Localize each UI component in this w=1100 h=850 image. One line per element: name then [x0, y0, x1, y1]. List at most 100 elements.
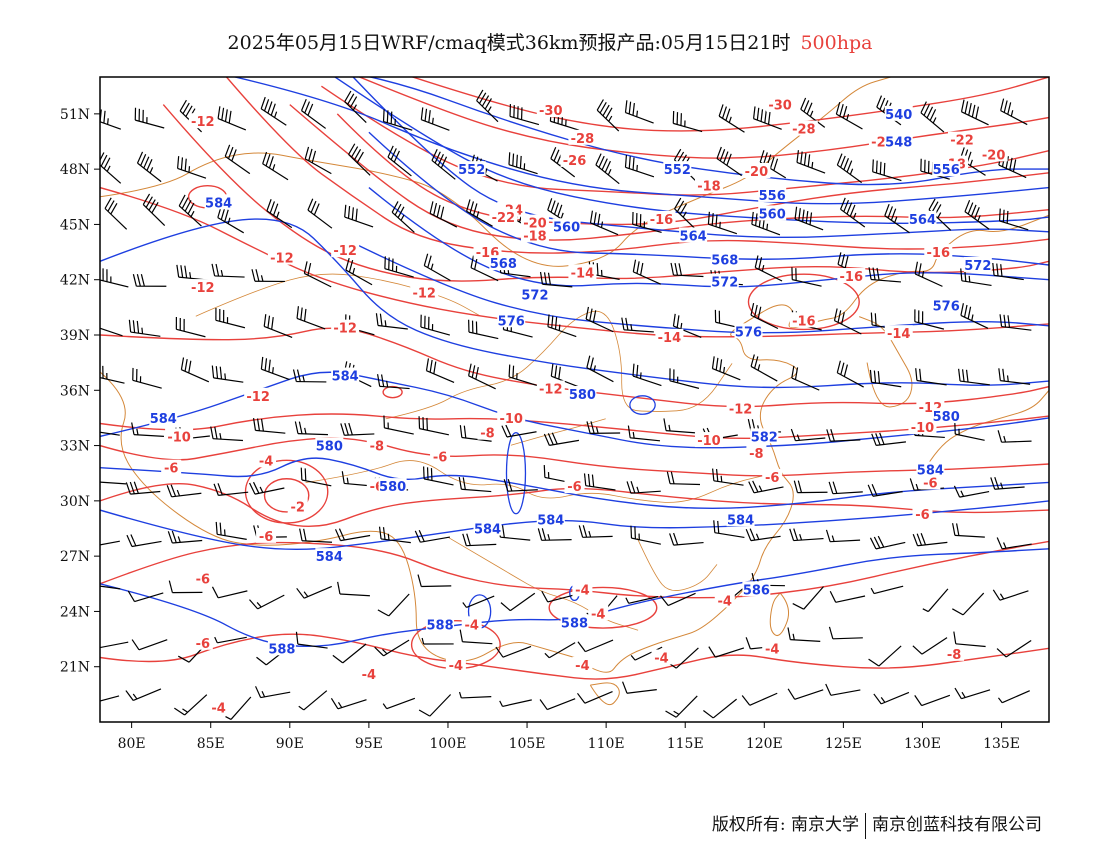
- wind-barb: [383, 415, 414, 435]
- wind-barb: [672, 110, 703, 133]
- wind-barb: [260, 96, 287, 126]
- wind-barb: [952, 592, 985, 616]
- wind-barb: [914, 261, 943, 287]
- svg-text:-18: -18: [523, 229, 547, 244]
- wind-barb: [468, 319, 499, 340]
- height-contour-line: [100, 457, 1049, 510]
- wind-barb: [100, 109, 122, 130]
- svg-text:-6: -6: [765, 471, 779, 486]
- copyright-left: 版权所有: 南京大学: [711, 815, 859, 835]
- wind-barb: [296, 306, 326, 330]
- temperature-contour-line: [100, 540, 1049, 599]
- wind-barb: [495, 645, 532, 658]
- svg-text:584: 584: [150, 412, 177, 427]
- svg-text:588: 588: [561, 616, 588, 631]
- temperature-label: -20: [742, 162, 771, 180]
- temperature-label: -16: [837, 268, 866, 285]
- svg-text:556: 556: [933, 163, 960, 178]
- wind-barb: [626, 480, 661, 494]
- wind-barb: [622, 681, 657, 694]
- wind-barb: [583, 473, 616, 491]
- svg-text:-14: -14: [887, 327, 911, 342]
- height-label: 560: [552, 218, 581, 235]
- wind-barb: [132, 274, 167, 287]
- wind-barb: [912, 637, 948, 655]
- svg-text:-4: -4: [464, 618, 478, 633]
- height-contour-line: [232, 77, 1049, 205]
- temperature-label: -20: [979, 146, 1008, 163]
- temperature-label: -4: [572, 656, 593, 674]
- height-label: 580: [378, 478, 407, 495]
- svg-text:-14: -14: [658, 331, 682, 346]
- svg-text:576: 576: [498, 314, 525, 329]
- province-boundary: [636, 538, 718, 591]
- wind-barb: [503, 478, 538, 492]
- height-label: 560: [758, 205, 787, 222]
- wind-barb: [539, 271, 573, 288]
- height-label: 572: [710, 273, 739, 291]
- lon-tick-label: 90E: [276, 736, 304, 752]
- wind-barb: [425, 358, 455, 384]
- wind-barb: [213, 483, 249, 496]
- height-contour-closed: [505, 432, 527, 515]
- temperature-label: -4: [714, 592, 735, 609]
- wind-barb: [990, 476, 1025, 490]
- wind-barb: [166, 484, 202, 498]
- wind-barb: [459, 425, 492, 442]
- wind-barb: [660, 592, 696, 607]
- svg-text:-6: -6: [164, 462, 178, 477]
- wind-barb: [586, 421, 621, 434]
- svg-text:-30: -30: [539, 104, 563, 119]
- province-boundary: [447, 536, 639, 631]
- wind-barb: [674, 197, 697, 231]
- wind-barb: [997, 690, 1030, 704]
- temperature-label: -30: [536, 102, 565, 119]
- wind-barb: [748, 480, 784, 494]
- wind-barb: [334, 528, 371, 542]
- wind-barb: [459, 629, 493, 645]
- wind-barb: [630, 646, 663, 661]
- wind-barb: [833, 308, 862, 335]
- wind-barb: [167, 530, 203, 544]
- svg-text:564: 564: [909, 213, 936, 228]
- wind-barb: [214, 636, 247, 644]
- wind-barb: [958, 368, 990, 386]
- svg-text:552: 552: [664, 163, 691, 178]
- wind-barb: [127, 590, 164, 603]
- pressure-level-label: 500hpa: [800, 32, 873, 54]
- wind-barb: [596, 99, 620, 132]
- lon-tick-label: 120E: [746, 736, 783, 752]
- wind-barb: [337, 581, 370, 597]
- wind-barb: [624, 154, 655, 178]
- height-contour-line: [352, 242, 1049, 334]
- wind-barb: [960, 303, 989, 329]
- height-label: 582: [750, 428, 779, 445]
- height-contour-closed: [629, 395, 656, 415]
- svg-text:-4: -4: [575, 583, 589, 598]
- temperature-contour-line: [225, 77, 1049, 254]
- svg-text:-26: -26: [563, 154, 587, 169]
- wind-barb: [100, 478, 127, 485]
- wind-barb: [417, 574, 452, 588]
- temperature-label: -28: [568, 129, 597, 147]
- temperature-contour-closed: [244, 459, 329, 524]
- svg-text:572: 572: [964, 259, 991, 274]
- wind-barb: [252, 418, 286, 434]
- copyright-right: 南京创蓝科技有限公司: [872, 815, 1042, 835]
- height-label: 564: [908, 210, 937, 228]
- wind-barb: [340, 422, 375, 436]
- height-label: 584: [331, 367, 360, 385]
- svg-text:588: 588: [426, 618, 453, 633]
- svg-text:586: 586: [743, 583, 770, 598]
- wind-barb: [210, 426, 244, 442]
- temperature-label: -12: [726, 400, 755, 418]
- height-label: 580: [932, 408, 961, 425]
- svg-text:584: 584: [316, 550, 343, 565]
- wind-barb: [670, 262, 704, 278]
- wind-barb: [828, 481, 863, 495]
- svg-text:-4: -4: [718, 594, 732, 609]
- temperature-label: -6: [192, 570, 213, 587]
- svg-text:-12: -12: [539, 382, 563, 397]
- wind-barb: [543, 432, 580, 446]
